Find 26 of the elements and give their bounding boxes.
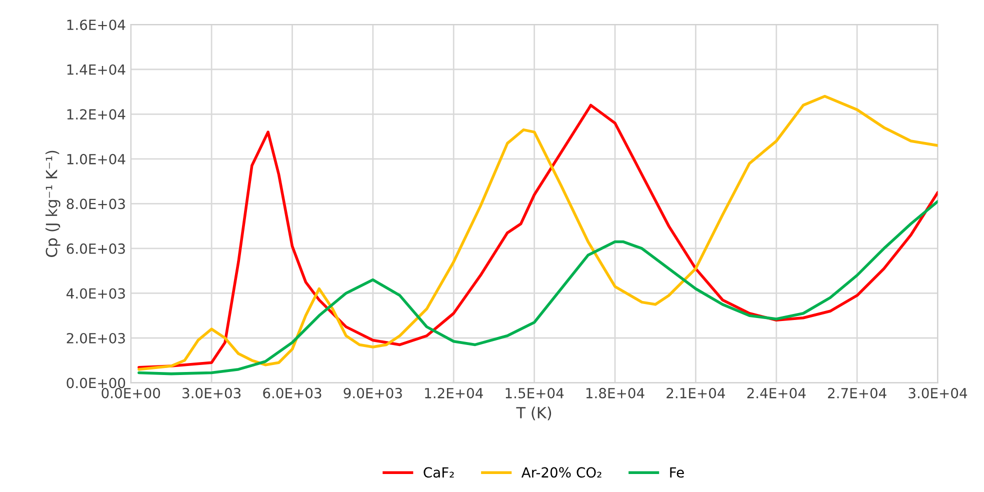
x-axis-title: T (K) xyxy=(516,406,552,420)
legend-label: CaF₂ xyxy=(424,467,454,478)
y-tick-label: 8.0E+03 xyxy=(66,198,125,210)
y-axis-title: Cp (J kg⁻¹ K⁻¹) xyxy=(45,150,60,257)
y-tick-label: 1.2E+04 xyxy=(67,109,126,120)
x-tick-label: 1.8E+04 xyxy=(586,388,644,398)
x-tick-label: 0.0E+00 xyxy=(102,388,160,398)
x-tick-label: 2.7E+04 xyxy=(828,388,886,398)
x-tick-label: 2.1E+04 xyxy=(666,388,725,398)
x-tick-label: 3.0E+04 xyxy=(908,388,968,398)
x-tick-label: 9.0E+03 xyxy=(344,388,402,398)
line-series xyxy=(138,200,938,376)
y-tick-label: 6.0E+03 xyxy=(66,243,125,254)
legend-label: Fe xyxy=(670,467,684,478)
x-tick-label: 2.4E+04 xyxy=(747,388,806,398)
y-tick-label: 1.6E+04 xyxy=(67,20,126,30)
x-tick-label: 3.0E+03 xyxy=(182,388,241,398)
y-tick-label: 1.0E+04 xyxy=(67,154,126,164)
x-tick-label: 6.0E+03 xyxy=(263,388,322,398)
y-tick-label: 0.0E+00 xyxy=(66,378,126,388)
y-tick-label: 2.0E+03 xyxy=(66,332,125,344)
x-tick-label: 1.5E+04 xyxy=(506,388,564,398)
legend-label: Ar-20% CO₂ xyxy=(521,467,602,478)
y-tick-label: 1.4E+04 xyxy=(67,64,126,75)
y-tick-label: 4.0E+03 xyxy=(66,288,125,299)
x-tick-label: 1.2E+04 xyxy=(425,388,483,398)
